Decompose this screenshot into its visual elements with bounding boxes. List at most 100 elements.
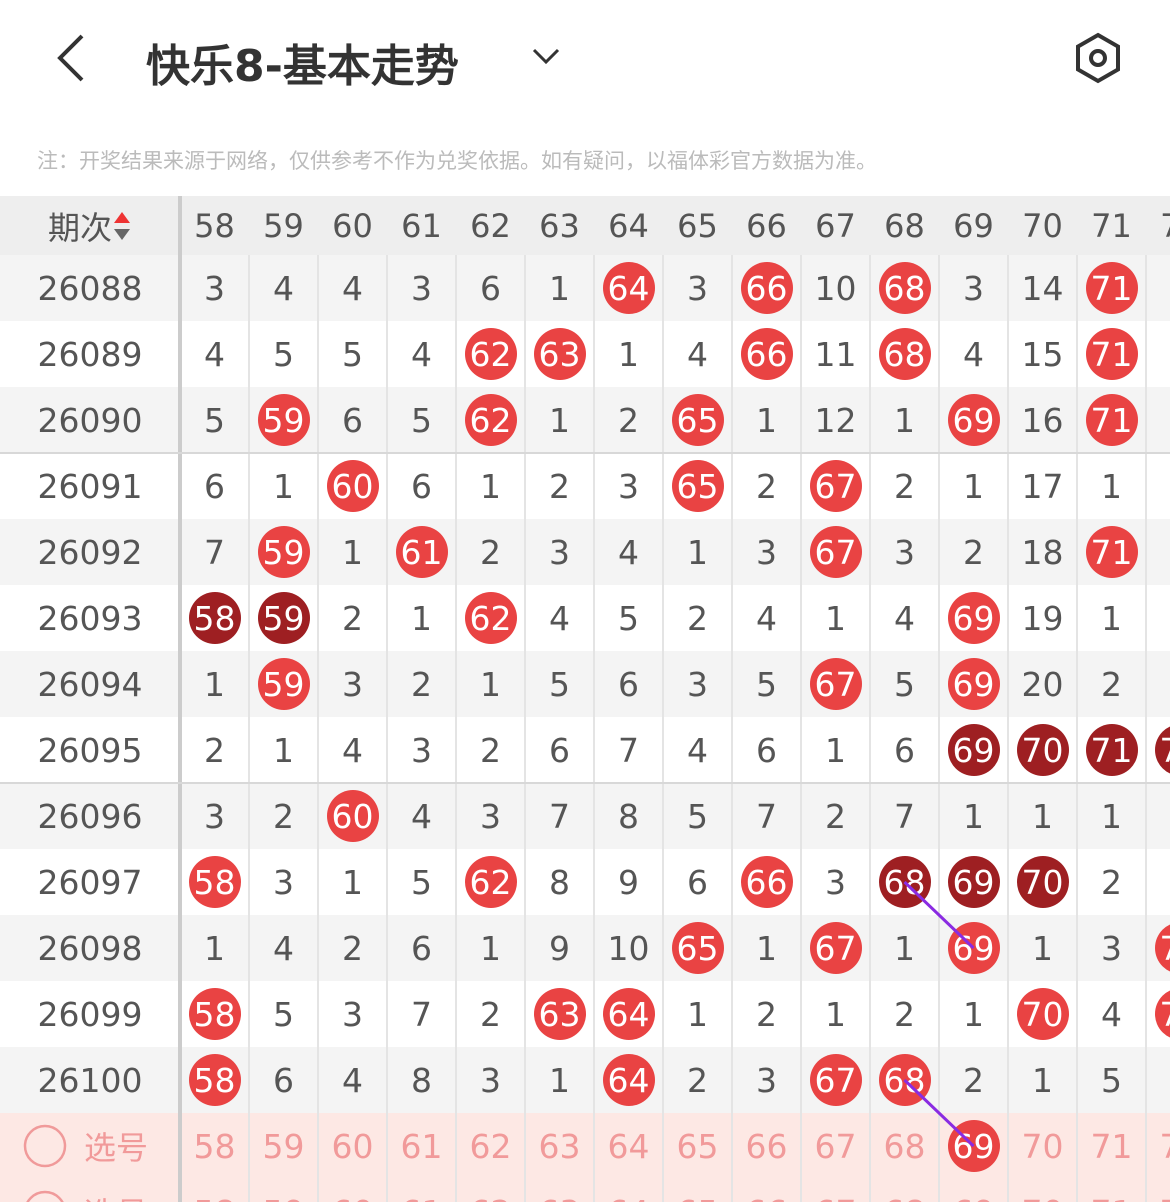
select-number[interactable]: 64 xyxy=(607,1126,650,1166)
column-header: 67 xyxy=(815,206,856,245)
trend-cell: 67 xyxy=(801,1047,870,1113)
trend-cell: 1 xyxy=(1032,1060,1053,1100)
select-number[interactable]: 67 xyxy=(801,1179,870,1202)
title-dropdown[interactable] xyxy=(530,44,562,68)
trend-cell: 4 xyxy=(618,532,639,572)
repeat-ball: 70 xyxy=(1016,724,1069,776)
back-button[interactable] xyxy=(50,32,90,84)
trend-cell: 62 xyxy=(456,321,525,387)
select-number[interactable]: 66 xyxy=(732,1179,801,1202)
select-number[interactable]: 62 xyxy=(469,1126,512,1166)
select-number[interactable]: 62 xyxy=(456,1179,525,1202)
trend-cell: 1 xyxy=(549,1060,570,1100)
select-number[interactable]: 65 xyxy=(663,1179,732,1202)
select-number[interactable]: 63 xyxy=(538,1126,581,1166)
trend-cell: 60 xyxy=(318,783,387,849)
picked-ball: 69 xyxy=(947,1120,1000,1172)
corner-label: 期次 xyxy=(47,208,112,247)
trend-cell: 1 xyxy=(273,730,294,770)
column-header: 70 xyxy=(1022,206,1063,245)
select-toggle[interactable] xyxy=(22,1123,68,1169)
select-number[interactable]: 71 xyxy=(1077,1179,1146,1202)
select-number[interactable]: 69 xyxy=(939,1113,1008,1179)
sort-icon[interactable] xyxy=(112,208,132,244)
column-line xyxy=(524,255,526,1202)
row-background xyxy=(0,453,1170,519)
trend-cell: 2 xyxy=(273,796,294,836)
trend-cell: 3 xyxy=(618,466,639,506)
column-header: 72 xyxy=(1146,196,1170,255)
hit-ball: 67 xyxy=(809,922,862,974)
select-toggle[interactable] xyxy=(22,1189,68,1202)
select-number[interactable]: 72 xyxy=(1146,1113,1170,1179)
select-number[interactable]: 59 xyxy=(262,1126,305,1166)
column-line xyxy=(869,255,871,1202)
trend-cell: 59 xyxy=(249,519,318,585)
select-number[interactable]: 63 xyxy=(525,1179,594,1202)
trend-cell: 2 xyxy=(687,598,708,638)
select-number[interactable]: 61 xyxy=(400,1126,443,1166)
trend-cell: 58 xyxy=(180,1047,249,1113)
select-number[interactable]: 58 xyxy=(180,1179,249,1202)
trend-cell: 6 xyxy=(687,862,708,902)
trend-cell: 4 xyxy=(411,796,432,836)
select-number[interactable]: 60 xyxy=(331,1126,374,1166)
hit-ball: 71 xyxy=(1085,328,1138,380)
select-number[interactable]: 70 xyxy=(1021,1126,1064,1166)
repeat-ball: 58 xyxy=(188,592,241,644)
select-number[interactable]: 67 xyxy=(814,1126,857,1166)
column-line xyxy=(317,255,319,1202)
select-number[interactable]: 70 xyxy=(1008,1179,1077,1202)
trend-cell: 69 xyxy=(939,717,1008,783)
trend-cell: 4 xyxy=(1146,387,1170,453)
select-number[interactable]: 68 xyxy=(883,1126,926,1166)
select-number[interactable]: 58 xyxy=(193,1126,236,1166)
trend-cell: 3 xyxy=(756,532,777,572)
trend-cell: 3 xyxy=(480,1060,501,1100)
select-number[interactable]: 72 xyxy=(1146,1179,1170,1202)
trend-cell: 4 xyxy=(894,598,915,638)
trend-cell: 65 xyxy=(663,453,732,519)
selection-text: 选号 xyxy=(84,1189,148,1202)
hit-ball: 64 xyxy=(602,1054,655,1106)
select-number[interactable]: 71 xyxy=(1090,1126,1133,1166)
hit-ball: 71 xyxy=(1085,262,1138,314)
select-number[interactable]: 68 xyxy=(870,1179,939,1202)
trend-cell: 2 xyxy=(480,532,501,572)
select-number[interactable]: 59 xyxy=(249,1179,318,1202)
trend-cell: 1 xyxy=(618,334,639,374)
trend-cell: 5 xyxy=(894,664,915,704)
hit-ball: 65 xyxy=(671,460,724,512)
trend-cell: 2 xyxy=(894,466,915,506)
select-number[interactable]: 61 xyxy=(387,1179,456,1202)
select-number[interactable]: 60 xyxy=(318,1179,387,1202)
trend-cell: 59 xyxy=(249,651,318,717)
issue-label: 26099 xyxy=(37,994,143,1034)
trend-cell: 5 xyxy=(687,796,708,836)
trend-cell: 7 xyxy=(411,994,432,1034)
select-number[interactable]: 64 xyxy=(594,1179,663,1202)
trend-cell: 1 xyxy=(1101,466,1122,506)
repeat-ball: 59 xyxy=(257,592,310,644)
hit-ball: 67 xyxy=(809,1054,862,1106)
trend-cell: 9 xyxy=(618,862,639,902)
hit-ball: 69 xyxy=(947,658,1000,710)
select-number[interactable]: 69 xyxy=(939,1179,1008,1202)
corner-cell: 期次 xyxy=(0,196,180,255)
hit-ball: 58 xyxy=(188,988,241,1040)
hit-ball: 61 xyxy=(395,526,448,578)
settings-button[interactable] xyxy=(1072,32,1124,84)
trend-cell: 1 xyxy=(1146,1047,1170,1113)
trend-cell: 6 xyxy=(894,730,915,770)
trend-cell: 1 xyxy=(204,928,225,968)
trend-cell: 71 xyxy=(1077,321,1146,387)
column-line xyxy=(1145,255,1147,1202)
select-number[interactable]: 65 xyxy=(676,1126,719,1166)
select-number[interactable]: 66 xyxy=(745,1126,788,1166)
column-header: 60 xyxy=(332,206,373,245)
trend-cell: 3 xyxy=(411,268,432,308)
trend-cell: 9 xyxy=(549,928,570,968)
trend-cell: 6 xyxy=(273,1060,294,1100)
column-header: 71 xyxy=(1091,206,1132,245)
column-header: 66 xyxy=(746,206,787,245)
